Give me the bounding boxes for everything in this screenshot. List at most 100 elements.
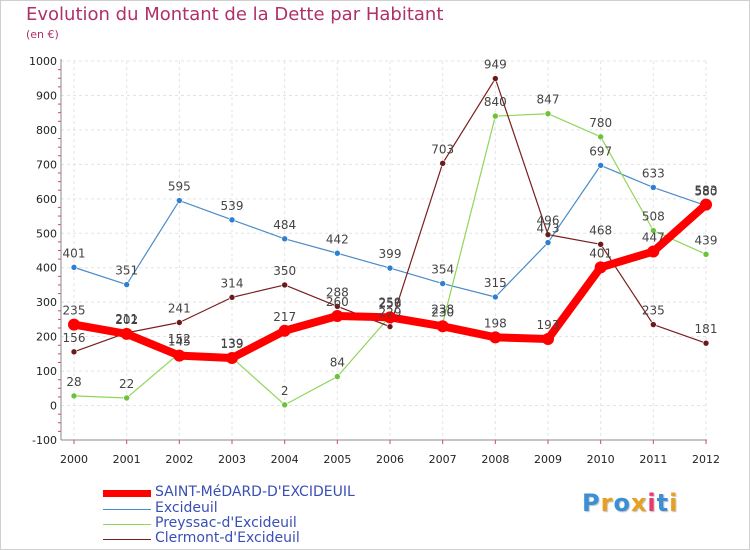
series-2-point	[492, 75, 499, 82]
series-3-point	[489, 331, 502, 344]
x-tick-label: 2004	[271, 453, 299, 466]
series-1-data-label: 780	[589, 116, 612, 130]
series-3-point	[700, 198, 712, 211]
data-labels: 401 351 595 539 484 442 399 354 315 473 697 633 580 2…	[63, 58, 718, 398]
series-1-data-label: 439	[695, 233, 718, 247]
logo-letter: o	[613, 489, 631, 517]
series-0-point	[334, 249, 341, 257]
series-0-data-label: 633	[642, 166, 665, 180]
series-2-data-label: 229	[379, 306, 402, 320]
series-2-point	[334, 303, 341, 310]
series-2-data-label: 288	[326, 285, 349, 299]
series-0-point	[123, 281, 130, 288]
series-3-point	[384, 311, 396, 324]
series-0-point	[650, 184, 657, 191]
series-1-data-label: 139	[221, 337, 244, 351]
series-2-point	[176, 319, 183, 326]
series-3-point	[226, 351, 238, 364]
x-tick-label: 2003	[218, 453, 246, 466]
series-3-data-label: 235	[63, 304, 86, 318]
legend-swatch-preyssac	[103, 524, 151, 525]
series-3-point	[647, 245, 660, 258]
y-tick-label: 100	[36, 365, 57, 378]
legend-label-preyssac: Preyssac-d'Excideuil	[155, 515, 297, 531]
series-1-point	[702, 250, 710, 258]
series-3-point	[278, 324, 291, 337]
series-2-point	[650, 321, 657, 328]
series-0-data-label: 580	[695, 185, 718, 199]
y-tick-label: -100	[32, 434, 57, 447]
series-3-data-label: 139	[221, 337, 244, 351]
series-3-data-label: 202	[115, 313, 138, 327]
series-2-data-label: 181	[695, 322, 718, 336]
series-2-point	[386, 323, 394, 330]
series-2-data-label: 350	[273, 264, 296, 278]
series-0-data-label: 473	[537, 222, 560, 236]
series-3-point	[436, 320, 449, 333]
series-1-point	[281, 401, 288, 409]
series-2-data-label: 156	[63, 331, 86, 345]
series-0-data-label: 595	[168, 180, 191, 194]
y-tick-label: 200	[36, 331, 57, 344]
legend-swatch-clermont	[103, 539, 151, 540]
x-tick-label: 2000	[60, 453, 88, 466]
x-tick-label: 2001	[113, 453, 141, 466]
series-3-data-label: 217	[273, 310, 296, 324]
logo-letter: i	[669, 489, 679, 517]
series-2-point	[702, 339, 710, 347]
series-1-data-label: 847	[537, 93, 560, 107]
logo-letter: P	[582, 489, 601, 517]
series-1-point	[334, 373, 341, 380]
legend-label-saint-medard: SAINT-MéDARD-D'EXCIDEUIL	[155, 484, 355, 500]
series-2-data-label: 211	[115, 312, 138, 326]
series-1-data-label: 259	[379, 295, 402, 309]
legend-swatch-saint-medard	[103, 490, 151, 497]
series-0-data-label: 401	[63, 246, 86, 260]
series-2-point	[597, 240, 604, 248]
legend-swatch-excideuil	[103, 509, 151, 510]
axes: -100 0 100 200 300 400 500 600 700 800 900 1000 2000…	[29, 55, 720, 466]
chart-title: Evolution du Montant de la Dette par Hab…	[26, 4, 444, 25]
series	[68, 75, 712, 409]
series-1-data-label: 840	[484, 95, 507, 109]
series-3-point	[120, 327, 133, 340]
series-0-point	[228, 216, 236, 224]
series-3-data-label: 145	[168, 335, 191, 349]
series-0-data-label: 697	[589, 144, 612, 158]
proxiti-logo: Proxiti	[582, 489, 678, 517]
logo-letter: x	[630, 489, 648, 517]
y-tick-label: 0	[50, 400, 57, 413]
series-3-data-label: 193	[537, 318, 560, 332]
series-1-point	[597, 133, 604, 141]
series-0-data-label: 351	[115, 264, 138, 278]
series-1-data-label: 28	[66, 375, 81, 389]
series-2-data-label: 468	[589, 223, 612, 237]
x-tick-label: 2002	[165, 453, 193, 466]
series-0-data-label: 354	[431, 263, 454, 277]
series-1-data-label: 22	[119, 377, 134, 391]
chart-subtitle: (en €)	[26, 28, 59, 41]
series-2-point	[228, 294, 236, 301]
x-tick-label: 2011	[639, 453, 667, 466]
series-0-point	[597, 162, 604, 169]
series-0-point	[386, 264, 394, 272]
series-1-point	[70, 392, 78, 400]
logo-letter: r	[600, 489, 614, 517]
series-3-point	[542, 333, 554, 346]
series-0-data-label: 399	[379, 247, 402, 261]
x-tick-label: 2008	[481, 453, 509, 466]
series-3-data-label: 401	[589, 246, 612, 260]
series-0-data-label: 484	[273, 218, 296, 232]
series-0-point	[281, 235, 288, 243]
x-tick-label: 2006	[376, 453, 404, 466]
logo-letter: t	[656, 489, 670, 517]
series-3-data-label: 256	[379, 296, 402, 310]
series-0-point	[544, 239, 552, 246]
y-tick-label: 300	[36, 296, 57, 309]
series-1-data-label: 84	[330, 356, 345, 370]
series-2-point	[544, 231, 552, 238]
y-tick-label: 400	[36, 262, 57, 275]
series-0-point	[70, 264, 78, 271]
series-3-point	[594, 261, 607, 274]
